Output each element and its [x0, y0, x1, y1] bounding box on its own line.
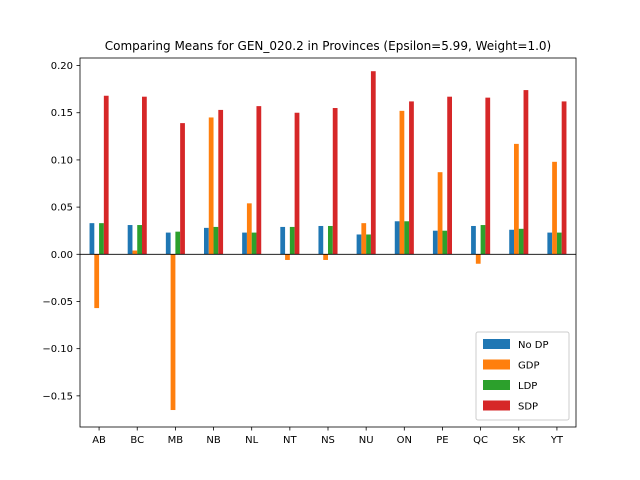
legend: No DP GDP LDP SDP [475, 331, 570, 421]
x-tick-label: NS [321, 435, 335, 446]
bar-gdp-yt [552, 161, 557, 255]
x-tick-label: QC [473, 435, 488, 446]
bar-ldp-yt [556, 232, 562, 255]
chart-title: Comparing Means for GEN_020.2 in Provinc… [105, 39, 551, 53]
bar-gdp-nl [246, 203, 252, 255]
bar-no-dp-pe [432, 230, 438, 255]
legend-label-sdp: SDP [518, 402, 538, 413]
bar-ldp-ab [99, 223, 104, 255]
x-tick-label: MB [168, 435, 184, 446]
y-tick-label: −0.05 [42, 297, 73, 308]
bar-sdp-ns [332, 108, 338, 255]
x-tick-label: AB [92, 435, 106, 446]
bar-gdp-nt [285, 254, 290, 260]
bar-sdp-nt [294, 112, 300, 255]
legend-box [475, 331, 570, 421]
bar-gdp-bc [132, 250, 138, 255]
bar-ldp-nu [366, 234, 371, 255]
legend-swatch-sdp [483, 400, 510, 411]
x-tick-label: SK [512, 435, 525, 446]
bar-sdp-on [409, 101, 414, 255]
bar-ldp-pe [442, 230, 448, 255]
x-tick-label: PE [436, 435, 448, 446]
x-tick-label: YT [550, 435, 564, 446]
x-tick-label: BC [130, 435, 144, 446]
bar-no-dp-sk [509, 229, 514, 255]
bar-ldp-nb [213, 226, 219, 255]
bar-no-dp-mb [165, 232, 171, 255]
bar-no-dp-ns [318, 225, 324, 255]
legend-label-ldp: LDP [518, 381, 537, 392]
bar-no-dp-nu [356, 234, 362, 255]
bar-gdp-pe [437, 172, 443, 255]
bar-ldp-nt [289, 226, 295, 255]
legend-label-no-dp: No DP [518, 340, 549, 351]
y-tick-label: 0.00 [51, 250, 73, 261]
y-tick-label: −0.15 [42, 391, 73, 402]
bar-gdp-nb [208, 117, 214, 255]
bar-sdp-nl [256, 106, 262, 255]
legend-swatch-no-dp [483, 339, 510, 349]
bar-gdp-ab [94, 254, 100, 309]
bar-no-dp-yt [547, 232, 553, 255]
y-tick-label: 0.10 [51, 155, 73, 166]
bar-gdp-ns [323, 254, 328, 260]
x-tick-label: NB [206, 435, 220, 446]
bar-sdp-bc [142, 96, 147, 255]
bar-sdp-qc [485, 97, 491, 255]
bar-sdp-nu [370, 71, 376, 255]
bar-sdp-sk [523, 90, 529, 255]
bar-no-dp-qc [471, 225, 476, 255]
bar-ldp-nl [251, 232, 257, 255]
y-tick-label: 0.15 [51, 108, 73, 119]
bar-sdp-ab [103, 95, 109, 255]
bar-ldp-sk [518, 228, 524, 255]
bar-sdp-mb [180, 123, 185, 255]
bar-ldp-mb [175, 231, 181, 255]
bar-gdp-mb [170, 254, 176, 411]
x-tick-label: NT [283, 435, 297, 446]
bars-group [89, 71, 567, 411]
bar-gdp-qc [475, 254, 481, 264]
bar-no-dp-nt [280, 226, 286, 255]
bar-sdp-yt [561, 101, 567, 255]
legend-label-gdp: GDP [518, 361, 539, 372]
bar-sdp-pe [447, 96, 452, 255]
bar-gdp-on [399, 110, 405, 255]
x-tick-label: NL [245, 435, 258, 446]
bar-no-dp-nb [204, 227, 209, 255]
bar-no-dp-bc [127, 225, 133, 255]
legend-swatch-ldp [483, 380, 510, 390]
bar-gdp-nu [361, 223, 367, 255]
axes-group: −0.15 −0.10 −0.05 0.00 0.05 0.10 0.15 0.20 AB BC M… [42, 57, 577, 446]
x-tick-label: NU [359, 435, 374, 446]
legend-swatch-gdp [483, 359, 510, 370]
bar-ldp-on [404, 221, 410, 255]
y-tick-label: 0.05 [51, 203, 73, 214]
bar-no-dp-ab [89, 223, 95, 255]
bar-no-dp-on [394, 221, 400, 255]
bar-ldp-bc [137, 225, 142, 255]
bar-sdp-nb [218, 109, 224, 255]
bar-ldp-ns [328, 225, 333, 255]
y-tick-label: −0.10 [42, 344, 73, 355]
bar-no-dp-nl [242, 232, 247, 255]
bar-ldp-qc [480, 225, 486, 255]
bar-gdp-sk [514, 143, 519, 255]
y-tick-label: 0.20 [51, 61, 73, 72]
x-tick-label: ON [397, 435, 412, 446]
